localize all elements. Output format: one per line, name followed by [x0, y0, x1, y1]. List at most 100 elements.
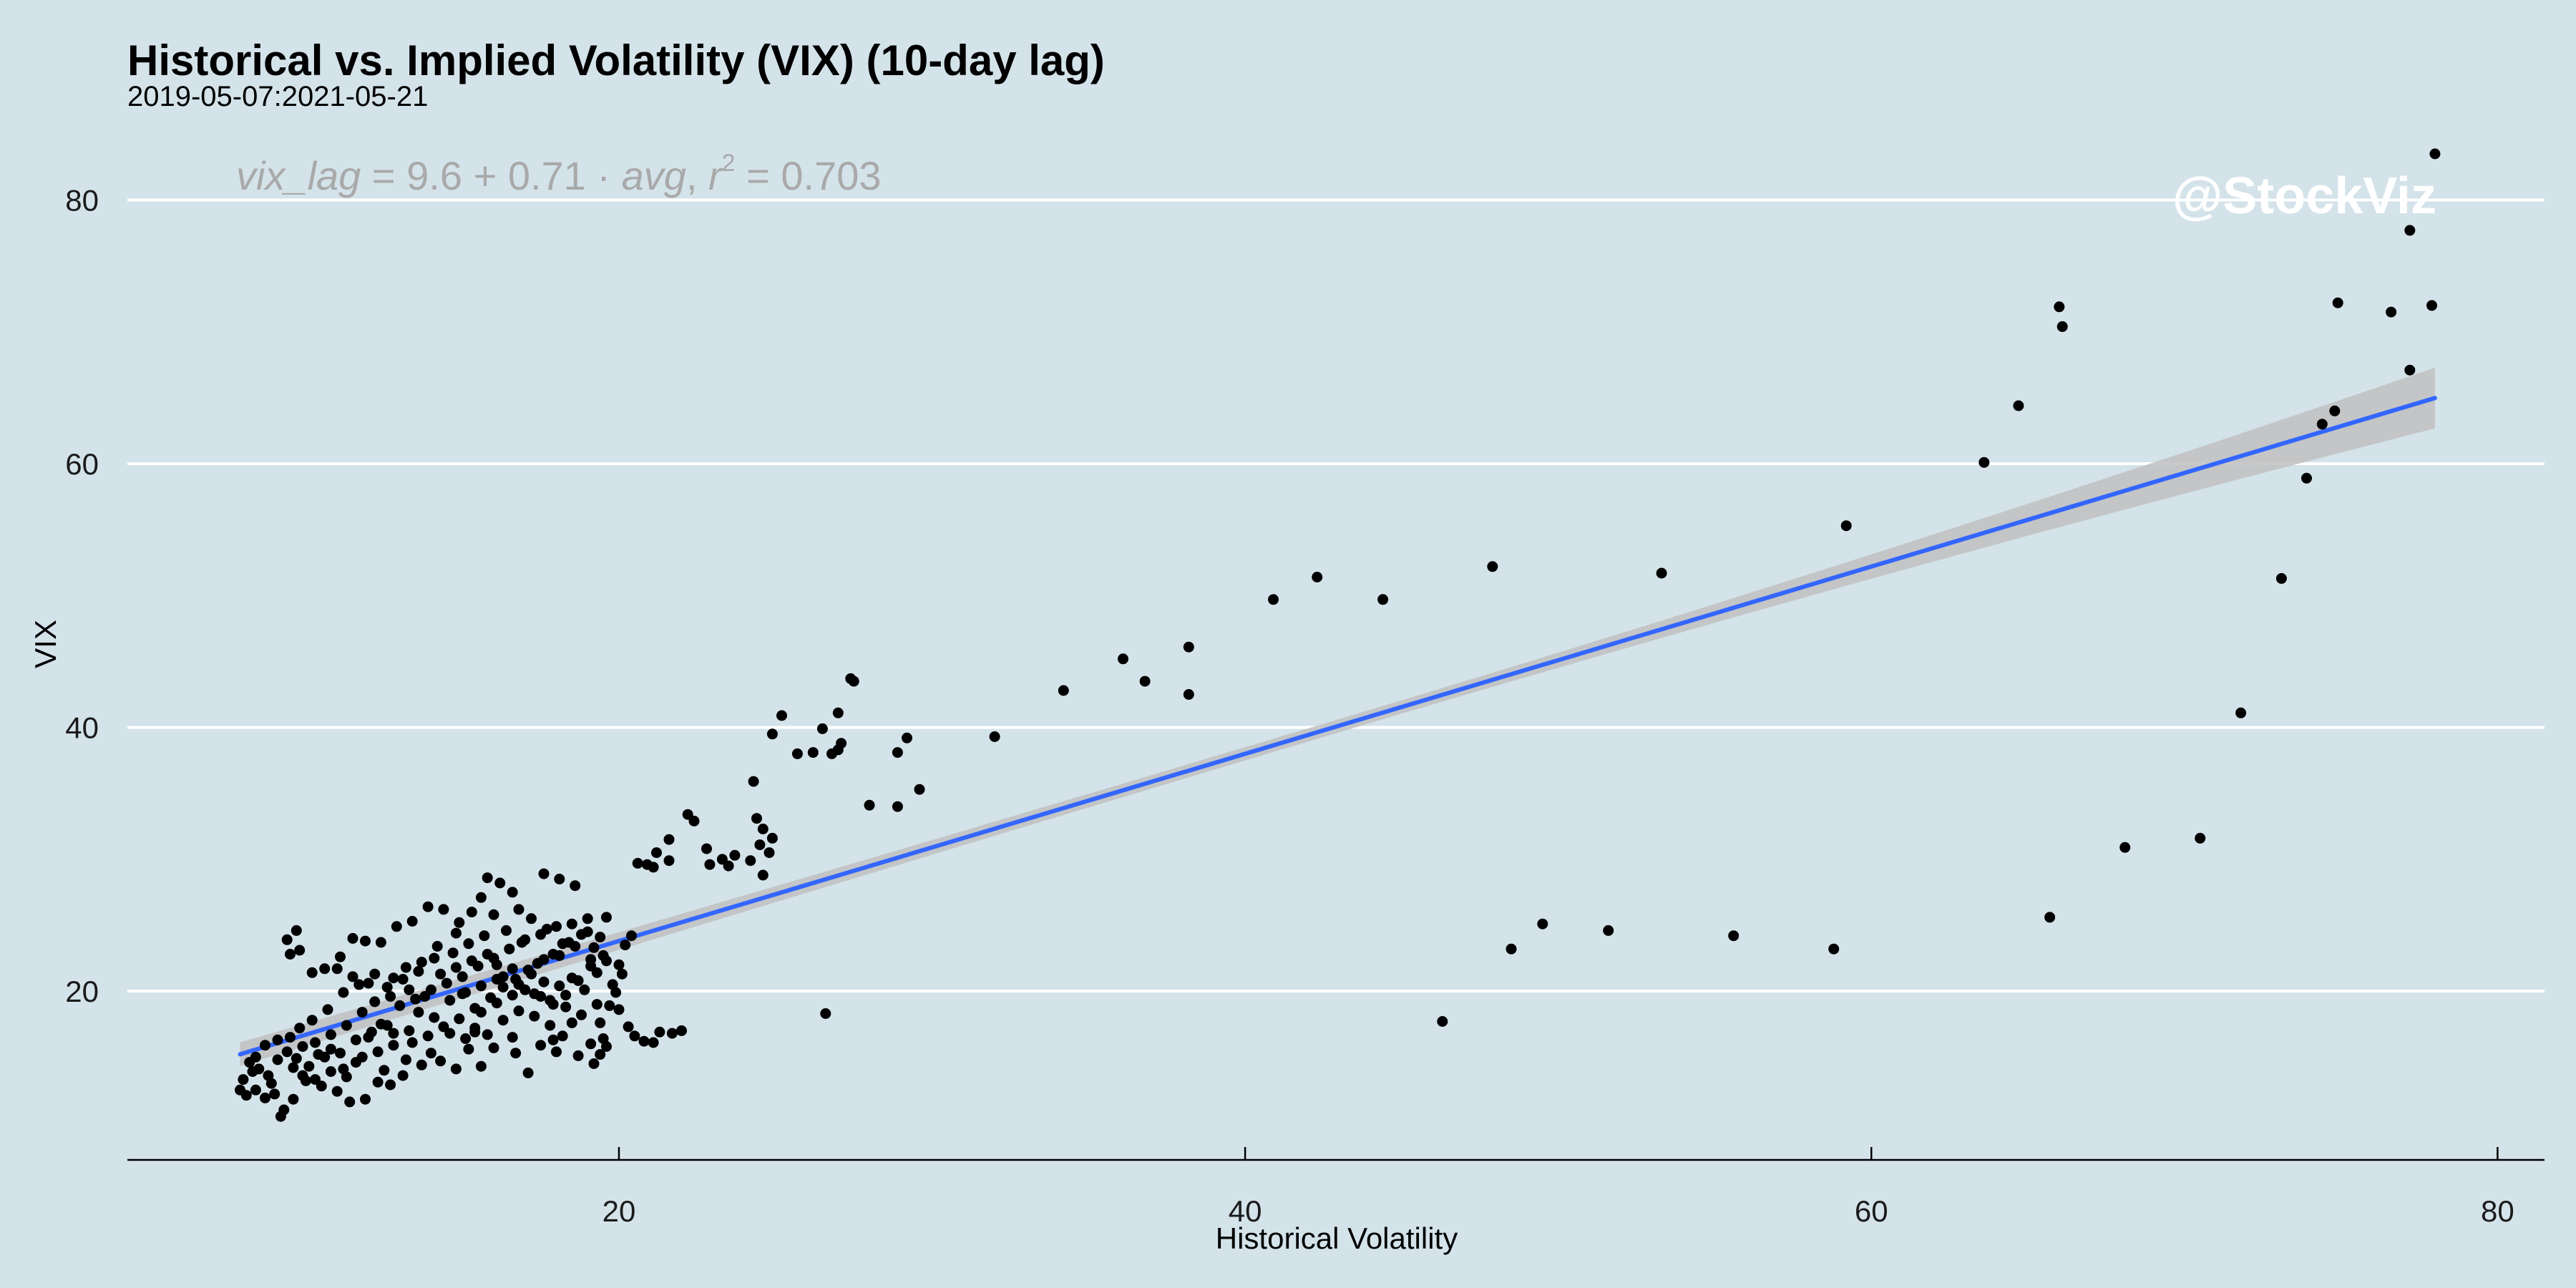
data-point-287 — [491, 997, 502, 1009]
data-point-192 — [507, 963, 518, 975]
data-point-267 — [576, 1009, 587, 1020]
data-point-28 — [845, 673, 857, 684]
data-point-264 — [529, 988, 540, 1000]
data-point-281 — [350, 1034, 361, 1045]
data-point-29 — [832, 707, 844, 718]
regression-equation: vix_lag = 9.6 + 0.71 · avg, r2 = 0.703 — [236, 150, 882, 198]
data-point-136 — [444, 995, 456, 1006]
data-point-242 — [604, 1000, 615, 1011]
data-point-291 — [554, 950, 565, 961]
data-point-74 — [626, 930, 637, 942]
data-point-269 — [460, 987, 472, 998]
data-point-227 — [388, 1040, 399, 1051]
data-point-21 — [1139, 675, 1151, 687]
data-point-59 — [745, 855, 756, 867]
data-point-235 — [513, 1005, 525, 1017]
data-point-6 — [2057, 321, 2068, 332]
data-point-188 — [447, 947, 459, 959]
data-point-271 — [491, 974, 502, 985]
data-point-69 — [632, 857, 643, 869]
data-point-184 — [381, 982, 393, 993]
data-point-197 — [572, 975, 584, 986]
data-point-229 — [422, 1030, 434, 1042]
data-point-67 — [663, 855, 675, 867]
watermark: @StockViz — [2172, 167, 2436, 225]
data-point-51 — [1506, 943, 1517, 955]
equation-r2-exp: 2 — [722, 150, 736, 177]
data-point-289 — [522, 965, 534, 976]
data-point-46 — [2044, 912, 2056, 923]
data-point-303 — [547, 1034, 559, 1045]
data-point-41 — [864, 799, 875, 811]
data-point-240 — [585, 1038, 597, 1050]
data-point-47 — [1537, 918, 1548, 930]
data-point-17 — [2275, 572, 2287, 584]
data-point-182 — [347, 971, 358, 982]
data-point-263 — [513, 979, 525, 990]
data-point-94 — [522, 1067, 534, 1078]
data-point-144 — [554, 980, 565, 992]
data-point-26 — [989, 731, 1000, 742]
data-point-172 — [360, 935, 371, 947]
y-tick-label-40: 40 — [65, 711, 99, 745]
data-point-210 — [369, 996, 381, 1008]
data-point-166 — [454, 917, 465, 928]
data-point-48 — [1603, 924, 1614, 936]
x-tick-label-80: 80 — [2481, 1194, 2514, 1228]
data-point-52 — [1437, 1016, 1448, 1027]
data-point-146 — [579, 984, 590, 995]
data-point-160 — [507, 887, 518, 898]
data-point-60 — [729, 849, 741, 861]
data-point-158 — [482, 872, 493, 884]
data-point-44 — [2195, 832, 2206, 844]
data-point-42 — [892, 801, 903, 812]
data-point-174 — [335, 951, 346, 962]
data-point-11 — [1979, 457, 1990, 468]
data-point-284 — [444, 1028, 456, 1039]
data-point-212 — [341, 1020, 352, 1031]
y-tick-label-20: 20 — [65, 975, 99, 1008]
data-point-209 — [385, 991, 396, 1002]
data-point-165 — [601, 912, 612, 923]
data-point-168 — [422, 901, 434, 912]
data-point-211 — [356, 1007, 368, 1018]
equation-r2-value: = 0.703 — [736, 153, 882, 198]
data-point-274 — [388, 972, 399, 984]
data-point-270 — [475, 980, 487, 992]
data-point-78 — [616, 968, 628, 980]
data-point-268 — [591, 999, 602, 1010]
data-point-272 — [419, 991, 431, 1002]
data-point-66 — [651, 847, 662, 859]
data-point-96 — [488, 1042, 499, 1053]
data-point-238 — [557, 1030, 568, 1042]
data-point-99 — [450, 1063, 462, 1075]
data-point-179 — [281, 934, 293, 945]
data-point-53 — [820, 1008, 831, 1019]
data-point-19 — [1377, 594, 1389, 605]
data-point-81 — [629, 1030, 640, 1042]
data-point-292 — [570, 941, 581, 952]
data-point-207 — [416, 957, 427, 968]
data-point-203 — [513, 904, 525, 915]
data-point-1 — [2404, 225, 2416, 236]
data-point-256 — [582, 926, 593, 937]
regression-line — [238, 396, 2437, 1057]
data-point-223 — [325, 1066, 336, 1077]
data-point-162 — [554, 874, 565, 884]
data-point-124 — [291, 1053, 302, 1064]
data-point-279 — [306, 1015, 318, 1026]
data-point-261 — [482, 949, 493, 960]
data-point-45 — [2119, 841, 2131, 853]
data-point-294 — [319, 1051, 331, 1063]
data-point-73 — [723, 860, 734, 872]
data-point-257 — [595, 932, 606, 943]
data-point-247 — [441, 977, 452, 989]
data-point-254 — [551, 921, 562, 932]
data-point-133 — [404, 1025, 415, 1036]
data-point-65 — [663, 834, 675, 845]
data-point-15 — [1656, 567, 1667, 579]
data-point-40 — [914, 784, 925, 795]
data-point-30 — [776, 710, 787, 721]
regression-line-layer — [238, 396, 2437, 1057]
